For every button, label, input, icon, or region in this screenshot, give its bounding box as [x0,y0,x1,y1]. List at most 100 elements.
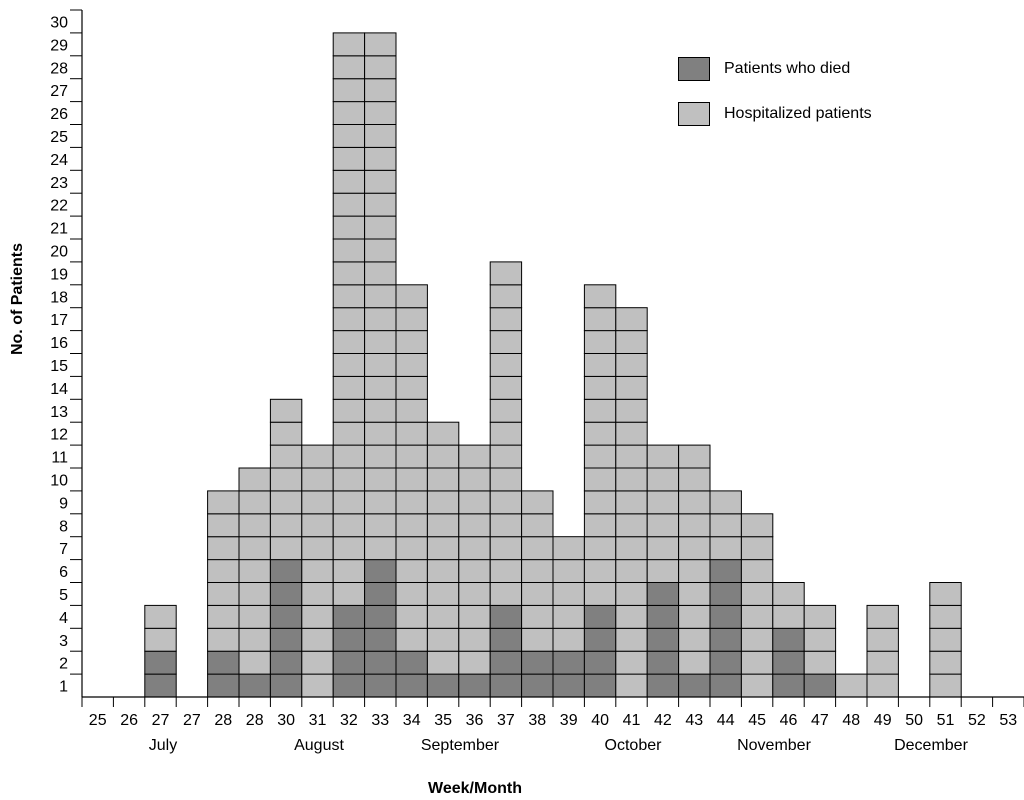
bar-cell-died [489,650,523,675]
bar-cell-died [144,650,177,675]
bar-cell-hospitalized [207,536,240,561]
bar-cell-died [709,582,742,606]
bar-cell-hospitalized [332,238,366,263]
bar-cell-died [332,673,366,698]
bar-cell-died [364,650,397,675]
bar-cell-hospitalized [426,513,460,538]
y-tick-label: 1 [59,679,68,696]
bar-cell-hospitalized [395,421,428,446]
bar-cell-hospitalized [332,215,366,240]
y-tick-label: 14 [50,381,68,398]
bar-cell-hospitalized [395,627,428,652]
bar-cell-hospitalized [332,307,366,332]
bar-cell-died [583,673,617,698]
bar-cell-hospitalized [269,398,303,423]
x-tick-label: 31 [309,712,327,729]
x-tick-label: 39 [560,712,578,729]
y-tick-label: 30 [50,14,68,31]
bar-cell-hospitalized [269,467,303,492]
bar-cell-died [332,604,366,629]
y-tick-label: 29 [50,37,68,54]
bar-cell-hospitalized [583,559,617,583]
x-tick-label: 27 [152,712,170,729]
bar-cell-hospitalized [301,582,334,606]
bar-cell-died [709,650,742,675]
bar-cell-died [709,627,742,652]
bar-cell-hospitalized [395,398,428,423]
bar-cell-died [269,627,303,652]
bar-cell-hospitalized [866,604,899,629]
bar-cell-hospitalized [709,490,742,515]
bar-cell-hospitalized [395,559,428,583]
bar-cell-hospitalized [332,536,366,561]
bar-cell-hospitalized [301,604,334,629]
bar-cell-hospitalized [615,673,648,698]
bar-cell-hospitalized [489,307,523,332]
bar-cell-hospitalized [332,582,366,606]
bar-cell-hospitalized [646,536,680,561]
bar-cell-hospitalized [301,673,334,698]
bar-cell-hospitalized [583,307,617,332]
bar-cell-hospitalized [583,536,617,561]
y-tick-label: 9 [59,495,68,512]
bar-cell-hospitalized [332,261,366,286]
x-tick-label: 42 [654,712,672,729]
x-tick-label: 50 [905,712,923,729]
bar-cell-died [772,627,805,652]
month-label-september: September [420,737,500,754]
bar-cell-died [709,559,742,583]
bar-cell-hospitalized [395,330,428,355]
bar-cell-hospitalized [301,513,334,538]
bar-cell-hospitalized [772,604,805,629]
bar-cell-hospitalized [615,353,648,377]
bar-cell-hospitalized [207,513,240,538]
bar-cell-hospitalized [332,146,366,171]
bar-cell-hospitalized [489,490,523,515]
bar-cell-died [646,604,680,629]
bar-cell-hospitalized [552,536,585,561]
bar-cell-hospitalized [552,604,585,629]
bar-cell-died [489,627,523,652]
bar-cell-hospitalized [364,421,397,446]
bar-cell-hospitalized [615,398,648,423]
bar-cell-hospitalized [740,582,774,606]
bar-cell-hospitalized [332,375,366,400]
bar-cell-hospitalized [364,124,397,148]
bar-cell-hospitalized [583,490,617,515]
bar-cell-hospitalized [615,467,648,492]
bar-cell-hospitalized [332,513,366,538]
bar-cell-hospitalized [615,444,648,469]
y-tick-label: 20 [50,243,68,260]
y-tick-label: 17 [50,312,68,329]
bar-cell-hospitalized [269,421,303,446]
bar-cell-hospitalized [207,559,240,583]
bar-cell-died [489,673,523,698]
bar-cell-hospitalized [332,55,366,80]
x-tick-label: 43 [685,712,703,729]
bar-cell-hospitalized [364,101,397,125]
x-tick-label: 53 [999,712,1017,729]
bar-cell-hospitalized [552,559,585,583]
bar-cell-hospitalized [489,284,523,309]
bar-cell-hospitalized [426,604,460,629]
bar-cell-died [521,650,554,675]
bar-cell-hospitalized [615,627,648,652]
bar-cell-hospitalized [772,582,805,606]
bar-cell-hospitalized [866,673,899,698]
y-tick-label: 7 [59,541,68,558]
bar-cell-hospitalized [458,467,491,492]
bar-cell-hospitalized [426,559,460,583]
bar-cell-hospitalized [489,582,523,606]
x-tick-label: 32 [340,712,358,729]
bar-cell-hospitalized [301,467,334,492]
x-tick-label: 46 [780,712,798,729]
bar-cell-hospitalized [364,330,397,355]
bar-cell-hospitalized [395,353,428,377]
bar-cell-died [678,673,711,698]
x-tick-label: 27 [183,712,201,729]
bar-cell-died [269,604,303,629]
bar-cell-died [332,627,366,652]
x-tick-label: 34 [403,712,421,729]
bar-cell-hospitalized [489,398,523,423]
bar-cell-hospitalized [332,467,366,492]
